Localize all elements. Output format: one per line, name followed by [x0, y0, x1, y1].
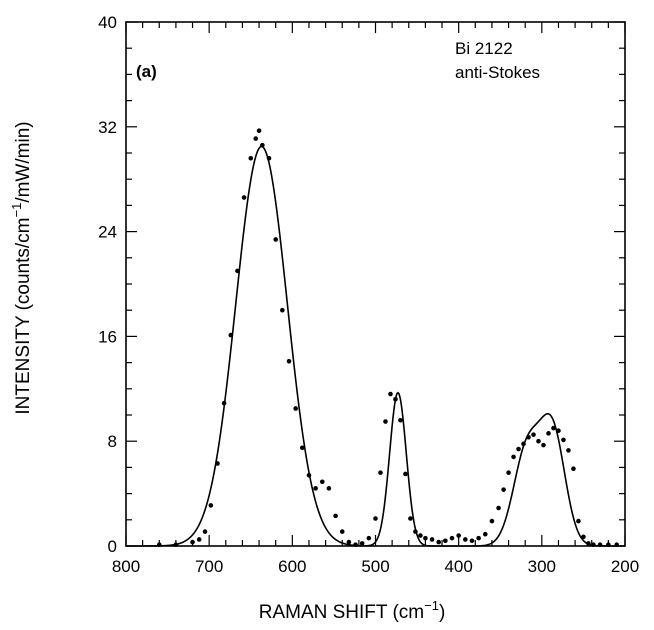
data-point [531, 432, 536, 437]
data-point [516, 446, 521, 452]
data-point [526, 434, 531, 440]
data-point [586, 541, 591, 546]
y-axis-title: INTENSITY (counts/cm−1/mW/min) [9, 121, 34, 414]
y-tick-label: 40 [98, 13, 117, 32]
data-point [418, 533, 423, 538]
tick-labels: 800 700 600 500 400 300 200 0 8 16 24 32 40 [98, 13, 639, 576]
y-tick-label: 16 [98, 327, 117, 346]
data-point [408, 516, 413, 521]
data-point [333, 513, 338, 519]
x-tick-label: 400 [444, 557, 472, 576]
data-point [339, 529, 345, 534]
data-point [202, 529, 208, 534]
data-point [346, 539, 352, 545]
annotation-sample: Bi 2122 [455, 39, 513, 58]
x-axis-title: RAMAN SHIFT (cm−1) [259, 598, 446, 623]
fit-curve [126, 145, 625, 547]
data-point [423, 535, 428, 541]
data-point [449, 535, 455, 541]
x-axis-title-sup: −1 [424, 598, 439, 613]
data-point [476, 535, 481, 541]
data-point [501, 487, 506, 492]
data-point [215, 461, 220, 466]
data-point [313, 486, 318, 491]
data-point [556, 428, 561, 434]
data-point [521, 441, 526, 447]
data-point [260, 142, 265, 148]
y-axis-title-main: INTENSITY (counts/cm [13, 218, 34, 415]
data-point [373, 516, 378, 521]
data-point [511, 454, 516, 460]
x-axis-title-tail: ) [439, 602, 445, 623]
data-point [469, 538, 475, 544]
y-tick-label: 8 [108, 432, 117, 451]
data-point [581, 534, 586, 540]
data-point [190, 539, 195, 545]
data-point [359, 541, 365, 546]
data-point [566, 448, 571, 453]
data-point [398, 417, 403, 423]
data-point [383, 419, 388, 424]
x-axis-title-main: RAMAN SHIFT (cm [259, 602, 424, 623]
data-points [156, 128, 619, 547]
data-point [366, 535, 372, 541]
data-point [403, 471, 408, 477]
data-point [463, 537, 468, 542]
tick-marks [125, 21, 626, 547]
data-point [241, 195, 247, 200]
data-point [286, 358, 292, 364]
data-point [280, 307, 285, 313]
data-point [436, 539, 442, 545]
data-point [273, 237, 279, 242]
data-point [293, 406, 298, 411]
data-point [378, 470, 383, 475]
data-point [253, 136, 259, 141]
data-point [456, 533, 461, 538]
data-point [319, 479, 325, 485]
panel-label: (a) [136, 62, 157, 81]
data-point [235, 268, 240, 274]
data-point [571, 466, 576, 472]
x-tick-label: 500 [361, 557, 389, 576]
x-tick-label: 700 [195, 557, 223, 576]
data-point [300, 445, 305, 451]
data-point [388, 391, 393, 397]
data-point [256, 128, 262, 134]
data-point [248, 155, 254, 161]
data-point [482, 531, 488, 537]
data-point [506, 470, 511, 475]
annotation-mode: anti-Stokes [455, 63, 540, 82]
data-point [208, 503, 214, 508]
data-point [561, 437, 566, 443]
data-point [489, 518, 495, 524]
x-tick-label: 600 [278, 557, 306, 576]
data-point [443, 538, 448, 544]
y-axis-title-sup: −1 [9, 203, 24, 218]
data-point [551, 425, 556, 431]
data-point [536, 438, 541, 444]
x-tick-label: 200 [611, 557, 639, 576]
data-point [306, 472, 312, 478]
data-point [429, 537, 435, 542]
x-tick-label: 300 [528, 557, 556, 576]
y-tick-label: 24 [98, 223, 117, 242]
data-point [326, 486, 332, 491]
data-point [546, 431, 551, 436]
data-point [228, 332, 234, 338]
data-point [541, 442, 546, 448]
x-tick-label: 800 [112, 557, 140, 576]
y-tick-label: 0 [108, 537, 117, 556]
plot-frame [125, 21, 626, 547]
data-point [576, 518, 581, 524]
data-point [221, 400, 227, 406]
data-point [413, 529, 418, 534]
data-point [266, 155, 272, 161]
y-axis-title-tail: /mW/min) [13, 121, 34, 202]
y-tick-label: 32 [98, 118, 117, 137]
data-point [496, 505, 501, 511]
data-point [196, 537, 202, 542]
data-point [393, 396, 398, 402]
